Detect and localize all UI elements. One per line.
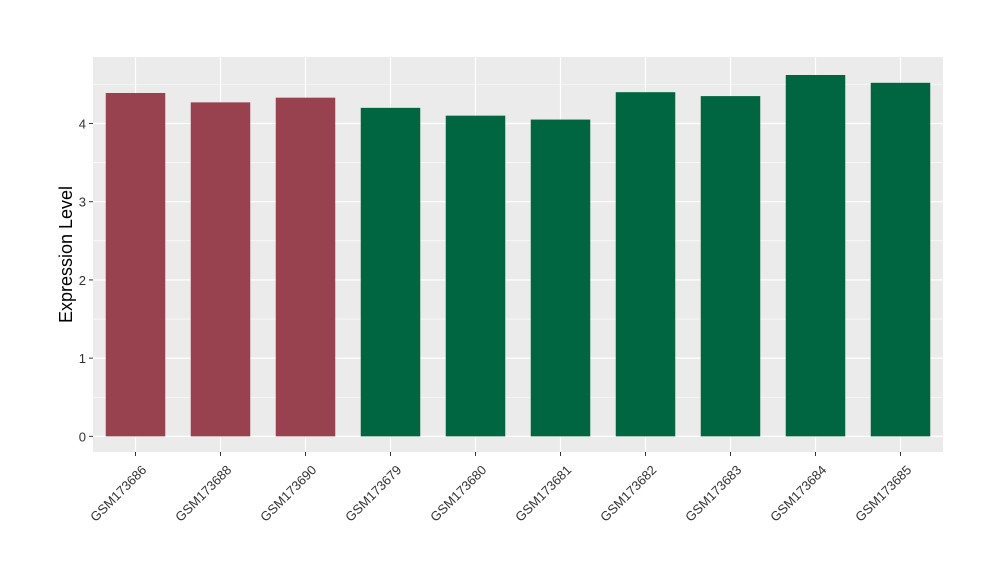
x-tick-label: GSM173685 [852, 462, 914, 524]
y-axis-ticks: 0 1 2 3 4 [79, 116, 93, 444]
bar-gsm173682 [615, 92, 676, 437]
y-axis-label: Expression Level [56, 186, 76, 323]
bar-gsm173684 [785, 74, 846, 437]
x-axis-ticks: GSM173686 GSM173688 GSM173690 GSM173679 GSM1… [87, 452, 914, 525]
x-tick-label: GSM173690 [257, 462, 319, 524]
y-tick-label: 3 [79, 195, 86, 210]
y-tick-label: 0 [79, 429, 86, 444]
x-tick-label: GSM173679 [342, 462, 404, 524]
x-tick-label: GSM173681 [512, 462, 574, 524]
x-tick-label: GSM173680 [427, 462, 489, 524]
bar-gsm173685 [870, 82, 931, 437]
bar-gsm173680 [445, 115, 506, 437]
bar-gsm173686 [105, 92, 166, 437]
bar-gsm173688 [190, 102, 251, 437]
x-tick-label: GSM173683 [682, 462, 744, 524]
bar-gsm173681 [530, 119, 591, 437]
x-tick-label: GSM173688 [172, 462, 234, 524]
y-tick-label: 2 [79, 273, 86, 288]
bars [105, 74, 931, 437]
x-tick-label: GSM173686 [87, 462, 149, 524]
x-tick-label: GSM173684 [767, 462, 829, 524]
bar-gsm173679 [360, 107, 421, 437]
bar-gsm173683 [700, 96, 761, 437]
bar-gsm173690 [275, 97, 336, 437]
y-tick-label: 1 [79, 351, 86, 366]
y-tick-label: 4 [79, 116, 86, 131]
x-tick-label: GSM173682 [597, 462, 659, 524]
